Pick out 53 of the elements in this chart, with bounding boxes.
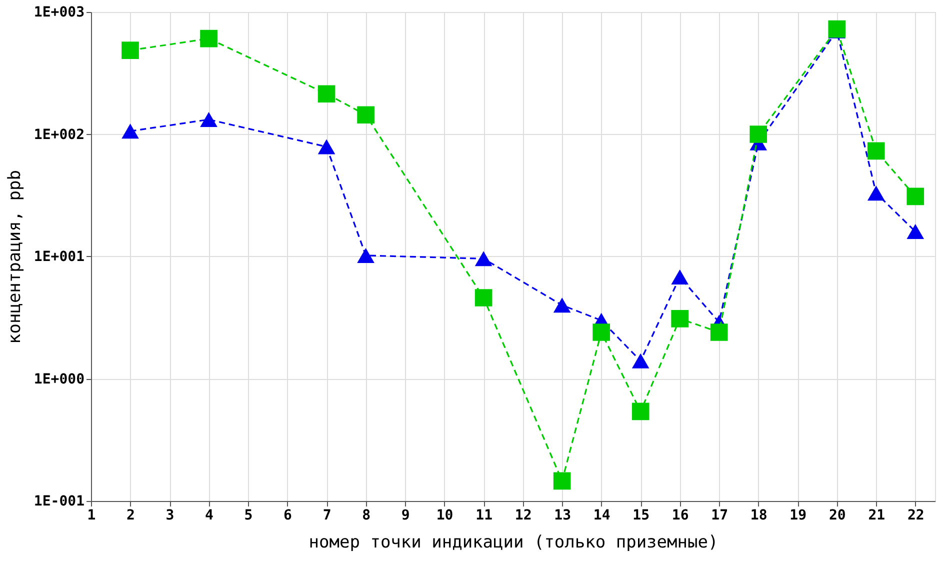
- x-tick-label: 9: [401, 508, 410, 524]
- x-tick-label: 18: [750, 508, 768, 524]
- point: [357, 106, 374, 124]
- y-tick-label: 1E-001: [34, 494, 84, 510]
- x-tick-label: 6: [284, 508, 292, 524]
- point: [200, 112, 218, 128]
- x-tick-label: 22: [907, 508, 924, 524]
- point: [553, 472, 571, 490]
- point: [906, 188, 924, 206]
- x-tick-label: 14: [593, 508, 610, 524]
- y-tick-label: 1E+000: [34, 371, 84, 388]
- point: [632, 353, 650, 368]
- x-tick-label: 17: [711, 508, 728, 524]
- x-tick-label: 4: [205, 508, 214, 524]
- point: [474, 289, 492, 306]
- point: [867, 142, 885, 160]
- point: [828, 20, 846, 38]
- x-tick-label: 12: [514, 508, 532, 524]
- point: [122, 124, 139, 139]
- point: [592, 324, 610, 341]
- point: [200, 30, 218, 48]
- x-tick-label: 15: [632, 508, 650, 524]
- x-axis-title: номер точки индикации (только приземные): [308, 532, 718, 552]
- x-tick-label: 10: [436, 508, 454, 524]
- y-tick-label: 1E+002: [34, 126, 84, 143]
- x-tick-label: 8: [362, 508, 371, 524]
- point: [867, 186, 885, 201]
- x-tick-label: 2: [126, 508, 135, 524]
- x-tick-label: 11: [476, 508, 492, 524]
- point: [122, 42, 139, 59]
- point: [357, 248, 374, 263]
- point: [906, 224, 924, 240]
- x-tick-label: 1: [87, 508, 96, 524]
- point: [750, 126, 768, 143]
- x-tick-label: 3: [166, 508, 174, 524]
- x-tick-label: 5: [244, 508, 253, 524]
- x-tick-label: 7: [322, 508, 332, 524]
- y-axis-title: концентрация, ppb: [4, 170, 25, 344]
- point: [710, 324, 728, 341]
- point: [671, 269, 688, 284]
- x-tick-label: 16: [672, 508, 689, 524]
- point: [474, 251, 492, 266]
- x-tick-label: 13: [554, 508, 571, 524]
- y-tick-label: 1E+001: [34, 249, 84, 265]
- point: [318, 85, 336, 103]
- x-tick-label: 21: [868, 508, 886, 524]
- point: [671, 310, 688, 328]
- point: [553, 298, 571, 313]
- x-tick-label: 20: [828, 508, 846, 524]
- x-tick-label: 19: [790, 508, 807, 524]
- point: [318, 139, 336, 154]
- point: [632, 402, 650, 420]
- y-tick-label: 1E+003: [34, 4, 84, 20]
